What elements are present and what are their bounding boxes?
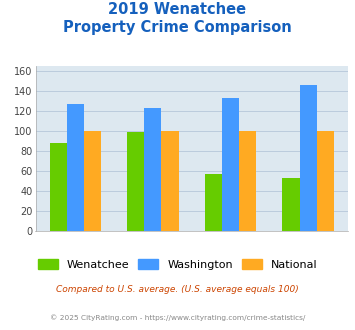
Bar — [222, 98, 239, 231]
Bar — [67, 104, 84, 231]
Bar — [239, 131, 256, 231]
Text: Compared to U.S. average. (U.S. average equals 100): Compared to U.S. average. (U.S. average … — [56, 285, 299, 294]
Bar — [50, 143, 67, 231]
Bar — [205, 174, 222, 231]
Bar — [127, 132, 144, 231]
Legend: Wenatchee, Washington, National: Wenatchee, Washington, National — [33, 255, 322, 274]
Text: Property Crime Comparison: Property Crime Comparison — [63, 20, 292, 35]
Bar — [84, 131, 101, 231]
Bar — [144, 108, 162, 231]
Bar — [283, 178, 300, 231]
Bar — [300, 85, 317, 231]
Text: © 2025 CityRating.com - https://www.cityrating.com/crime-statistics/: © 2025 CityRating.com - https://www.city… — [50, 314, 305, 321]
Bar — [162, 131, 179, 231]
Text: 2019 Wenatchee: 2019 Wenatchee — [108, 2, 247, 16]
Bar — [317, 131, 334, 231]
